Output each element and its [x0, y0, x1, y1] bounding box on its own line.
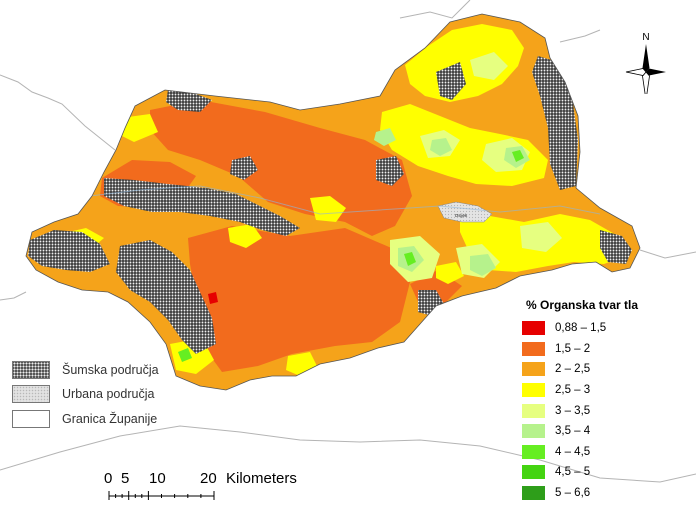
legend-swatch [522, 341, 545, 356]
north-arrow: N [622, 30, 670, 101]
legend-row: 0,88 – 1,5 [522, 318, 606, 339]
legend-label: 4 – 4,5 [555, 445, 591, 458]
legend-label: 2 – 2,5 [555, 363, 591, 376]
legend-label: 4,5 – 5 [555, 466, 591, 479]
legend-swatch [522, 444, 545, 459]
urban-label: Urbana područja [62, 387, 155, 401]
legend-label: 3 – 3,5 [555, 404, 591, 417]
scale-label-10: 10 [149, 470, 166, 487]
landcover-legend-border: Granica Županije [12, 410, 157, 428]
scale-unit: Kilometers [226, 470, 297, 487]
legend-row: 4 – 4,5 [522, 442, 606, 463]
legend-row: 5 – 6,6 [522, 483, 606, 504]
legend-swatch [522, 486, 545, 501]
forest-label: Šumska područja [62, 363, 159, 377]
border-swatch [12, 410, 50, 428]
river [89, 185, 601, 215]
city-label-osijek: Osijek [455, 213, 468, 218]
legend-swatch [522, 403, 545, 418]
legend-swatch [522, 424, 545, 439]
forest-swatch [12, 361, 50, 379]
scale-label-20: 20 [200, 470, 217, 487]
legend-row: 2 – 2,5 [522, 359, 606, 380]
legend-row: 2,5 – 3 [522, 380, 606, 401]
legend-title: % Organska tvar tla [526, 298, 639, 312]
scale-label-0: 0 [104, 470, 113, 487]
landcover-legend-forest: Šumska područja [12, 361, 159, 379]
legend-label: 3,5 – 4 [555, 425, 591, 438]
admin-boundaries [0, 0, 696, 483]
north-label: N [642, 32, 649, 43]
forest-areas [28, 56, 632, 354]
urban-swatch [12, 385, 50, 403]
legend-swatch [522, 321, 545, 336]
class-4-5-zones [178, 150, 524, 362]
legend-swatch [522, 383, 545, 398]
legend-list: 0,88 – 1,5 1,5 – 2 2 – 2,5 2,5 – 3 3 – 3… [522, 318, 606, 503]
legend-row: 1,5 – 2 [522, 339, 606, 360]
legend-row: 4,5 – 5 [522, 462, 606, 483]
compass-icon: N [625, 32, 666, 101]
landcover-legend-urban: Urbana područja [12, 385, 154, 403]
border-label: Granica Županije [62, 412, 158, 426]
county-border [25, 13, 641, 391]
legend-swatch [522, 362, 545, 377]
scale-label-5: 5 [121, 470, 130, 487]
legend-swatch [522, 465, 545, 480]
legend-label: 2,5 – 3 [555, 384, 591, 397]
legend-label: 1,5 – 2 [555, 342, 591, 355]
legend-row: 3 – 3,5 [522, 400, 606, 421]
legend-row: 3,5 – 4 [522, 421, 606, 442]
legend-label: 5 – 6,6 [555, 487, 591, 500]
class-0-88-1-5-zone [208, 292, 218, 304]
legend-label: 0,88 – 1,5 [555, 322, 607, 335]
scale-bar [108, 491, 215, 500]
